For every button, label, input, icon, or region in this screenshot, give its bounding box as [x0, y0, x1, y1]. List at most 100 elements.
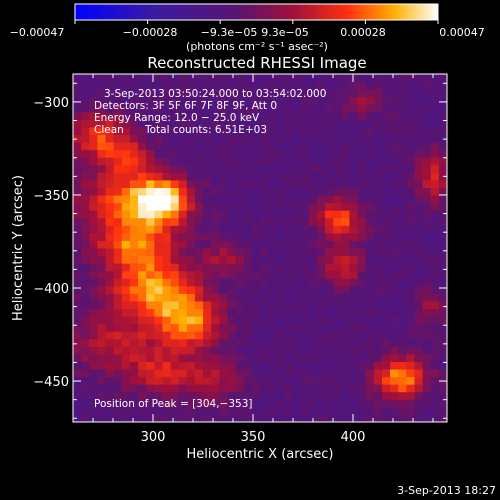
heatmap-cell	[438, 399, 448, 408]
heatmap-cell	[341, 399, 350, 408]
heatmap-cell	[414, 361, 424, 370]
heatmap-cell	[390, 149, 399, 158]
heatmap-cell	[422, 126, 432, 136]
heatmap-cell	[414, 210, 424, 219]
heatmap-cell	[341, 164, 350, 173]
heatmap-cell	[170, 187, 180, 196]
heatmap-cell	[203, 104, 212, 113]
heatmap-cell	[89, 172, 98, 181]
heatmap-cell	[341, 195, 350, 204]
heatmap-cell	[243, 89, 253, 98]
heatmap-cell	[349, 89, 359, 98]
heatmap-cell	[81, 210, 90, 219]
heatmap-cell	[138, 157, 147, 166]
heatmap-cell	[316, 338, 326, 347]
heatmap-cell	[227, 81, 237, 90]
heatmap-cell	[365, 96, 375, 105]
heatmap-cell	[138, 202, 147, 211]
heatmap-cell	[194, 157, 204, 166]
heatmap-cell	[105, 172, 115, 181]
heatmap-cell	[251, 96, 261, 105]
heatmap-cell	[308, 406, 318, 415]
heatmap-cell	[292, 369, 302, 378]
heatmap-cell	[105, 316, 115, 325]
heatmap-cell	[333, 104, 342, 113]
heatmap-cell	[121, 111, 131, 120]
heatmap-cell	[292, 89, 302, 98]
heatmap-cell	[73, 179, 82, 188]
heatmap-cell	[316, 248, 326, 257]
heatmap-cell	[178, 202, 188, 211]
heatmap-cell	[308, 384, 318, 393]
heatmap-cell	[438, 316, 448, 325]
heatmap-cell	[276, 263, 285, 272]
heatmap-cell	[97, 81, 107, 90]
heatmap-cell	[430, 338, 440, 347]
heatmap-cell	[414, 225, 424, 234]
heatmap-cell	[251, 361, 261, 370]
heatmap-cell	[170, 346, 180, 355]
heatmap-cell	[89, 96, 98, 105]
heatmap-cell	[186, 323, 196, 332]
heatmap-cell	[365, 308, 375, 317]
heatmap-cell	[243, 96, 253, 105]
heatmap-cell	[203, 323, 212, 332]
heatmap-cell	[292, 353, 302, 362]
heatmap-cell	[406, 293, 415, 302]
heatmap-cell	[219, 111, 228, 120]
heatmap-cell	[121, 232, 131, 241]
heatmap-cell	[316, 293, 326, 302]
heatmap-cell	[89, 119, 98, 128]
heatmap-cell	[235, 406, 245, 415]
heatmap-cell	[235, 134, 245, 143]
heatmap-cell	[292, 217, 302, 226]
heatmap-cell	[113, 308, 123, 317]
heatmap-cell	[162, 111, 172, 120]
heatmap-cell	[300, 142, 310, 151]
heatmap-cell	[121, 369, 131, 378]
heatmap-cell	[333, 217, 342, 226]
heatmap-cell	[73, 119, 82, 128]
heatmap-cell	[292, 142, 302, 151]
heatmap-cell	[251, 263, 261, 272]
heatmap-cell	[154, 391, 163, 400]
heatmap-cell	[438, 240, 448, 249]
heatmap-cell	[276, 316, 285, 325]
heatmap-cell	[414, 74, 424, 83]
heatmap-cell	[316, 346, 326, 355]
heatmap-cell	[129, 406, 139, 415]
heatmap-cell	[227, 308, 237, 317]
heatmap-cell	[390, 369, 399, 378]
heatmap-cell	[333, 338, 342, 347]
heatmap-cell	[170, 195, 180, 204]
heatmap-cell	[381, 353, 391, 362]
heatmap-cell	[178, 414, 188, 423]
heatmap-cell	[227, 369, 237, 378]
heatmap-cell	[349, 278, 359, 287]
heatmap-cell	[260, 74, 269, 83]
heatmap-cell	[316, 96, 326, 105]
heatmap-cell	[73, 278, 82, 287]
colorbar: −0.00047 −0.00028 −9.3e−05 9.3e−05 0.000…	[10, 3, 485, 53]
heatmap-cell	[268, 240, 277, 249]
heatmap-cell	[414, 399, 424, 408]
heatmap-cell	[414, 255, 424, 264]
heatmap-cell	[129, 369, 139, 378]
heatmap-cell	[81, 104, 90, 113]
heatmap-cell	[154, 353, 163, 362]
heatmap-cell	[162, 210, 172, 219]
heatmap-cell	[414, 353, 424, 362]
heatmap-cell	[146, 134, 155, 143]
energy-range-text: Energy Range: 12.0 − 25.0 keV	[94, 112, 260, 124]
heatmap-cell	[390, 406, 399, 415]
heatmap-cell	[73, 157, 82, 166]
heatmap-cell	[390, 89, 399, 98]
heatmap-cell	[121, 391, 131, 400]
heatmap-cell	[414, 179, 424, 188]
heatmap-cell	[129, 285, 139, 294]
heatmap-cell	[73, 406, 82, 415]
heatmap-cell	[276, 202, 285, 211]
heatmap-cell	[178, 149, 188, 158]
heatmap-cell	[129, 157, 139, 166]
heatmap-cell	[284, 74, 294, 83]
